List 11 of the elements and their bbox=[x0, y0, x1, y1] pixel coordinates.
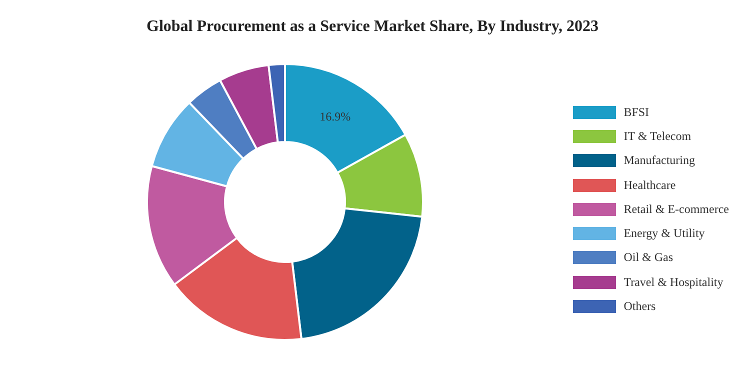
legend-label: Others bbox=[624, 299, 656, 314]
legend-label: Oil & Gas bbox=[624, 250, 674, 266]
legend-label: Healthcare bbox=[624, 178, 676, 193]
legend-label: BFSI bbox=[624, 104, 650, 120]
legend-label: IT & Telecom bbox=[624, 128, 692, 144]
data-label: 16.9% bbox=[320, 110, 351, 124]
legend-label: Manufacturing bbox=[624, 153, 696, 168]
chart-title: Global Procurement as a Service Market Share, By Industry, 2023 bbox=[146, 18, 600, 36]
legend-label: Retail & E-commerce bbox=[624, 202, 729, 217]
legend-label: Travel & Hospitality bbox=[624, 274, 724, 290]
legend-label: Energy & Utility bbox=[624, 226, 705, 242]
